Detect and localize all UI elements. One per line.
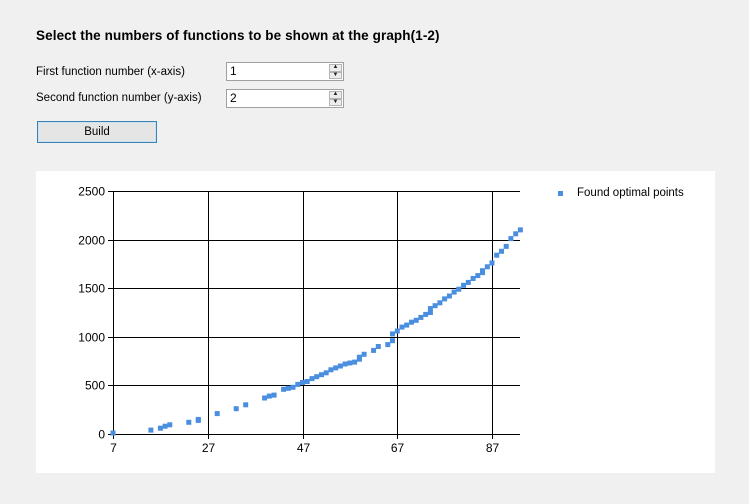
data-point xyxy=(314,374,320,380)
data-point xyxy=(352,359,358,365)
first-function-stepper[interactable]: 1 ▲ ▼ xyxy=(226,62,344,81)
data-point xyxy=(304,379,310,384)
data-point xyxy=(446,293,452,299)
data-point xyxy=(290,384,296,390)
build-button[interactable]: Build xyxy=(37,121,157,143)
data-point xyxy=(309,376,315,382)
second-function-stepper[interactable]: 2 ▲ ▼ xyxy=(226,89,344,108)
y-tick-label: 2500 xyxy=(78,185,105,199)
data-point xyxy=(513,231,519,237)
data-point xyxy=(418,314,424,320)
arrow-down-icon[interactable]: ▼ xyxy=(329,98,342,106)
data-point xyxy=(470,276,476,281)
data-point xyxy=(427,310,433,315)
data-point xyxy=(323,370,329,376)
data-point xyxy=(399,324,405,330)
x-tick-label: 67 xyxy=(391,441,405,455)
data-point xyxy=(361,351,367,357)
data-point xyxy=(186,419,192,425)
data-point xyxy=(162,423,168,429)
data-point xyxy=(266,393,272,399)
data-point xyxy=(328,367,334,373)
y-tick-label: 0 xyxy=(98,428,105,442)
data-point xyxy=(517,227,523,233)
data-point xyxy=(499,248,504,254)
data-point xyxy=(342,361,348,367)
y-tick-label: 1500 xyxy=(78,282,105,296)
data-point xyxy=(508,236,514,242)
y-tick-label: 1000 xyxy=(78,331,105,345)
data-point xyxy=(494,252,500,258)
arrow-up-icon[interactable]: ▲ xyxy=(329,64,342,72)
data-point xyxy=(390,338,395,344)
data-point xyxy=(356,354,362,360)
data-point xyxy=(413,317,419,323)
data-point xyxy=(432,303,438,309)
page-heading: Select the numbers of functions to be sh… xyxy=(36,28,440,43)
arrow-down-icon[interactable]: ▼ xyxy=(329,71,342,79)
legend-label: Found optimal points xyxy=(577,187,684,199)
y-tick-label: 500 xyxy=(85,379,105,393)
y-tick-label: 2000 xyxy=(78,234,105,248)
data-point xyxy=(394,328,400,334)
data-point xyxy=(167,422,173,428)
data-point xyxy=(427,306,433,312)
x-tick-label: 47 xyxy=(297,441,311,455)
data-point xyxy=(456,286,462,292)
data-point xyxy=(484,264,490,270)
data-point xyxy=(480,268,485,274)
data-point xyxy=(503,243,509,249)
data-point xyxy=(371,347,377,353)
first-function-label: First function number (x-axis) xyxy=(36,66,185,78)
data-point xyxy=(465,279,471,285)
data-point xyxy=(390,331,395,337)
data-point xyxy=(337,363,343,369)
first-function-value[interactable]: 1 xyxy=(230,64,237,78)
data-point xyxy=(271,392,277,398)
data-point xyxy=(295,381,301,387)
x-tick-label: 27 xyxy=(202,441,216,455)
data-point xyxy=(404,322,410,328)
scatter-chart: 7 27 47 67 87 0 500 1000 1500 2000 2500 xyxy=(78,185,523,455)
legend-marker xyxy=(558,190,563,196)
data-point xyxy=(489,260,495,266)
data-point xyxy=(333,365,339,371)
data-point xyxy=(214,411,220,417)
data-point xyxy=(375,344,381,349)
data-point xyxy=(300,380,305,385)
data-point xyxy=(423,311,429,317)
data-point xyxy=(195,416,201,422)
data-point xyxy=(442,296,448,302)
x-tick-label: 7 xyxy=(110,441,117,455)
data-point xyxy=(437,300,443,306)
data-point xyxy=(285,385,291,391)
data-point xyxy=(233,406,239,412)
data-point xyxy=(157,425,163,431)
data-point xyxy=(243,402,249,408)
data-point xyxy=(475,273,481,279)
x-tick-label: 87 xyxy=(486,441,500,455)
data-point xyxy=(262,395,268,401)
data-point xyxy=(409,319,414,325)
second-function-label: Second function number (y-axis) xyxy=(36,92,202,104)
data-point xyxy=(110,430,116,436)
data-point xyxy=(451,289,457,295)
data-point xyxy=(461,282,467,288)
second-function-value[interactable]: 2 xyxy=(230,91,237,105)
data-point xyxy=(148,427,154,433)
data-point xyxy=(281,386,287,392)
arrow-up-icon[interactable]: ▲ xyxy=(329,91,342,99)
chart-legend: Found optimal points xyxy=(556,187,684,199)
data-point xyxy=(385,342,391,348)
chart-panel: 7 27 47 67 87 0 500 1000 1500 2000 2500 Found opti… xyxy=(36,171,715,473)
data-point xyxy=(319,372,324,378)
data-point xyxy=(347,360,353,366)
